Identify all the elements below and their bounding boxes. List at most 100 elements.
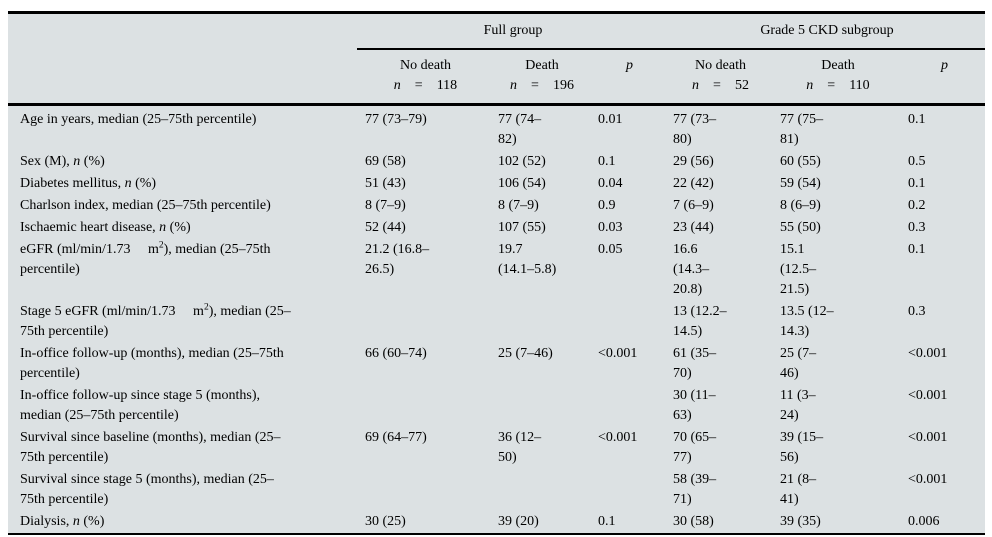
cell-value: 77 (75– 81)	[780, 112, 824, 147]
cell-p-value: <0.001	[908, 472, 948, 487]
cell-value: 8 (7–9)	[498, 198, 539, 213]
cell-value: 8 (6–9)	[780, 198, 821, 213]
cell-p-value	[590, 301, 665, 343]
table-body: Age in years, median (25–75th percentile…	[8, 105, 985, 535]
column-group-header-grade5-ckd-subgroup: Grade 5 CKD subgroup	[665, 12, 986, 50]
cell-value: 61 (35– 70)	[673, 346, 717, 381]
row-label: Diabetes mellitus, n (%)	[20, 176, 157, 191]
table-row: Survival since stage 5 (months), median …	[8, 469, 985, 511]
stub-cell	[8, 13, 357, 50]
cell-value: 77 (73–79)	[365, 112, 427, 127]
table-row: Diabetes mellitus, n (%) 51 (43) 106 (54) 0…	[8, 173, 985, 195]
row-label: In-office follow-up since stage 5 (month…	[20, 388, 261, 423]
cell-value: 77 (74– 82)	[498, 112, 542, 147]
cell-value: 58 (39– 71)	[673, 472, 717, 507]
cell-value: 7 (6–9)	[673, 198, 714, 213]
cell-p-value: 0.1	[908, 242, 926, 257]
cell-value: 21.2 (16.8– 26.5)	[365, 242, 430, 277]
row-label: Stage 5 eGFR (ml/min/1.73 m2), median (2…	[20, 302, 291, 339]
table-container: Full group Grade 5 CKD subgroup No death…	[8, 11, 986, 535]
cell-p-value: 0.03	[598, 220, 623, 235]
cell-value: 102 (52)	[498, 154, 546, 169]
stub-cell	[8, 49, 357, 106]
cell-p-value: 0.1	[908, 112, 926, 127]
cell-value: 13 (12.2– 14.5)	[673, 304, 727, 339]
cell-p-value: <0.001	[908, 430, 948, 445]
cell-value: 11 (3– 24)	[780, 388, 816, 423]
cell-value: 70 (65– 77)	[673, 430, 717, 465]
column-header-no-death-subgroup: No death n = 52	[665, 49, 772, 106]
table-header: Full group Grade 5 CKD subgroup No death…	[8, 12, 986, 106]
column-header-death-subgroup: Death n = 110	[772, 49, 900, 106]
table-row: Stage 5 eGFR (ml/min/1.73 m2), median (2…	[8, 301, 985, 343]
cell-value: 22 (42)	[673, 176, 714, 191]
cell-p-value: 0.3	[908, 304, 926, 319]
row-label: Survival since baseline (months), median…	[20, 430, 281, 465]
cell-p-value: 0.01	[598, 112, 623, 127]
row-label: Sex (M), n (%)	[20, 154, 105, 169]
cell-value: 21 (8– 41)	[780, 472, 817, 507]
cell-value: 30 (11– 63)	[673, 388, 716, 423]
table-row: Sex (M), n (%) 69 (58) 102 (52) 0.1 29 (56) 6…	[8, 151, 985, 173]
cell-value: 107 (55)	[498, 220, 546, 235]
cell-value: 51 (43)	[365, 176, 406, 191]
row-label: Age in years, median (25–75th percentile…	[20, 112, 257, 127]
column-header-p-subgroup: p	[900, 49, 986, 106]
column-header-p-full: p	[590, 49, 665, 106]
cell-value: 55 (50)	[780, 220, 821, 235]
cell-p-value: 0.5	[908, 154, 926, 169]
cell-p-value: <0.001	[908, 346, 948, 361]
table-row: Ischaemic heart disease, n (%) 52 (44) 107…	[8, 217, 985, 239]
cell-value: 39 (20)	[498, 514, 539, 529]
table-row: In-office follow-up (months), median (25…	[8, 343, 985, 385]
cell-value: 16.6 (14.3– 20.8)	[673, 242, 710, 297]
row-label: Dialysis, n (%)	[20, 514, 105, 529]
cell-value: 8 (7–9)	[365, 198, 406, 213]
row-label: Survival since stage 5 (months), median …	[20, 472, 274, 507]
cell-value: 23 (44)	[673, 220, 714, 235]
table-row: In-office follow-up since stage 5 (month…	[8, 385, 985, 427]
cell-value: 39 (35)	[780, 514, 821, 529]
cell-value: 66 (60–74)	[365, 346, 427, 361]
cell-value: 106 (54)	[498, 176, 546, 191]
cell-p-value	[590, 385, 665, 427]
cell-value: 13.5 (12– 14.3)	[780, 304, 834, 339]
row-label: eGFR (ml/min/1.73 m2), median (25–75th p…	[20, 240, 271, 277]
column-header-death-full: Death n = 196	[490, 49, 590, 106]
cell-p-value	[590, 469, 665, 511]
cell-value	[357, 385, 490, 427]
group-header-row: Full group Grade 5 CKD subgroup	[8, 12, 986, 50]
cell-value: 60 (55)	[780, 154, 821, 169]
cell-p-value: 0.1	[908, 176, 926, 191]
cell-value: 77 (73– 80)	[673, 112, 717, 147]
cell-value	[490, 385, 590, 427]
cell-value: 15.1 (12.5– 21.5)	[780, 242, 817, 297]
cell-value: 69 (64–77)	[365, 430, 427, 445]
cell-value: 52 (44)	[365, 220, 406, 235]
column-group-header-full-group: Full group	[357, 12, 665, 50]
statistics-table: Full group Grade 5 CKD subgroup No death…	[8, 11, 986, 535]
cell-value	[490, 301, 590, 343]
column-header-row: No death n = 118 Death n = 196 p No deat…	[8, 49, 986, 106]
cell-p-value: 0.05	[598, 242, 623, 257]
cell-value: 30 (25)	[365, 514, 406, 529]
cell-p-value: 0.9	[598, 198, 616, 213]
cell-p-value: <0.001	[908, 388, 948, 403]
cell-p-value: 0.3	[908, 220, 926, 235]
cell-value: 30 (58)	[673, 514, 714, 529]
cell-value: 25 (7– 46)	[780, 346, 817, 381]
cell-value: 19.7 (14.1–5.8)	[498, 242, 557, 277]
column-header-no-death-full: No death n = 118	[357, 49, 490, 106]
row-label: Ischaemic heart disease, n (%)	[20, 220, 191, 235]
table-row: Dialysis, n (%) 30 (25) 39 (20) 0.1 30 (58) 3…	[8, 511, 985, 534]
row-label: In-office follow-up (months), median (25…	[20, 346, 284, 381]
cell-value: 39 (15– 56)	[780, 430, 824, 465]
table-row: Charlson index, median (25–75th percenti…	[8, 195, 985, 217]
cell-value: 69 (58)	[365, 154, 406, 169]
cell-value: 59 (54)	[780, 176, 821, 191]
row-label: Charlson index, median (25–75th percenti…	[20, 198, 271, 213]
table-row: eGFR (ml/min/1.73 m2), median (25–75th p…	[8, 239, 985, 301]
cell-value	[357, 469, 490, 511]
cell-p-value: 0.1	[598, 514, 616, 529]
